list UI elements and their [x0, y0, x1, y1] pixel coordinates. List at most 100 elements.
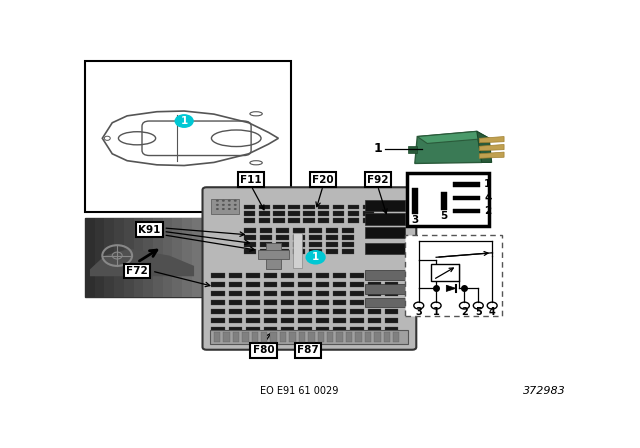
Polygon shape: [479, 137, 504, 143]
Text: 2: 2: [484, 206, 492, 216]
Text: F87: F87: [298, 345, 319, 355]
Bar: [405, 235, 502, 316]
Bar: [281, 273, 294, 278]
Bar: [333, 292, 346, 296]
Bar: [244, 211, 255, 216]
Polygon shape: [90, 249, 194, 276]
Bar: [281, 292, 294, 296]
Bar: [453, 182, 480, 186]
Bar: [246, 327, 260, 332]
Circle shape: [234, 204, 237, 206]
Bar: [261, 332, 268, 342]
Bar: [211, 283, 225, 287]
Polygon shape: [479, 145, 504, 151]
Bar: [385, 292, 399, 296]
Bar: [431, 264, 460, 281]
Bar: [299, 332, 305, 342]
Bar: [182, 218, 192, 297]
Bar: [259, 204, 270, 209]
Bar: [326, 249, 338, 254]
Bar: [211, 327, 225, 332]
Bar: [333, 283, 346, 287]
Circle shape: [175, 115, 193, 127]
Bar: [273, 218, 285, 223]
Bar: [385, 273, 399, 278]
Bar: [393, 332, 399, 342]
Bar: [229, 283, 242, 287]
Bar: [211, 319, 225, 323]
Bar: [412, 188, 419, 214]
Bar: [292, 242, 305, 247]
Bar: [368, 310, 381, 314]
Bar: [289, 218, 300, 223]
Bar: [385, 283, 399, 287]
Bar: [211, 301, 225, 305]
Bar: [273, 204, 285, 209]
Bar: [264, 301, 277, 305]
Bar: [246, 273, 260, 278]
Bar: [271, 332, 277, 342]
Bar: [348, 211, 359, 216]
Bar: [348, 218, 359, 223]
Text: 4: 4: [484, 193, 492, 203]
Bar: [368, 273, 381, 278]
Bar: [163, 218, 172, 297]
Text: 1: 1: [312, 252, 319, 262]
Bar: [85, 60, 291, 212]
Circle shape: [222, 200, 225, 202]
Bar: [374, 332, 381, 342]
Bar: [333, 204, 344, 209]
Circle shape: [216, 204, 219, 206]
Text: 1: 1: [373, 142, 382, 155]
Bar: [276, 249, 289, 254]
Bar: [350, 327, 364, 332]
Bar: [233, 332, 239, 342]
Text: F92: F92: [367, 175, 388, 185]
Bar: [368, 301, 381, 305]
Text: F11: F11: [240, 175, 262, 185]
Bar: [383, 332, 390, 342]
Bar: [350, 283, 364, 287]
Bar: [229, 319, 242, 323]
Circle shape: [228, 204, 231, 206]
Bar: [298, 319, 312, 323]
Circle shape: [216, 208, 219, 210]
Circle shape: [216, 200, 219, 202]
Bar: [408, 173, 489, 226]
Bar: [385, 310, 399, 314]
Bar: [192, 218, 202, 297]
Bar: [385, 319, 399, 323]
Bar: [316, 319, 329, 323]
Bar: [365, 297, 405, 307]
Bar: [365, 284, 405, 293]
Bar: [333, 319, 346, 323]
Text: 4: 4: [489, 307, 495, 318]
Bar: [298, 327, 312, 332]
Circle shape: [228, 208, 231, 210]
Bar: [408, 146, 417, 153]
Bar: [316, 292, 329, 296]
Bar: [316, 327, 329, 332]
Bar: [309, 242, 321, 247]
Bar: [289, 211, 300, 216]
Bar: [211, 331, 408, 344]
Bar: [309, 249, 321, 254]
Bar: [350, 301, 364, 305]
Bar: [281, 283, 294, 287]
Bar: [441, 192, 447, 210]
Circle shape: [222, 208, 225, 210]
Bar: [342, 242, 355, 247]
Bar: [453, 196, 480, 200]
Bar: [327, 332, 333, 342]
Bar: [333, 327, 346, 332]
Bar: [453, 209, 480, 213]
Bar: [365, 270, 405, 280]
Bar: [350, 310, 364, 314]
Bar: [298, 292, 312, 296]
Bar: [368, 327, 381, 332]
Bar: [303, 211, 315, 216]
Bar: [342, 249, 355, 254]
Bar: [318, 204, 330, 209]
Bar: [246, 319, 260, 323]
Bar: [289, 332, 296, 342]
